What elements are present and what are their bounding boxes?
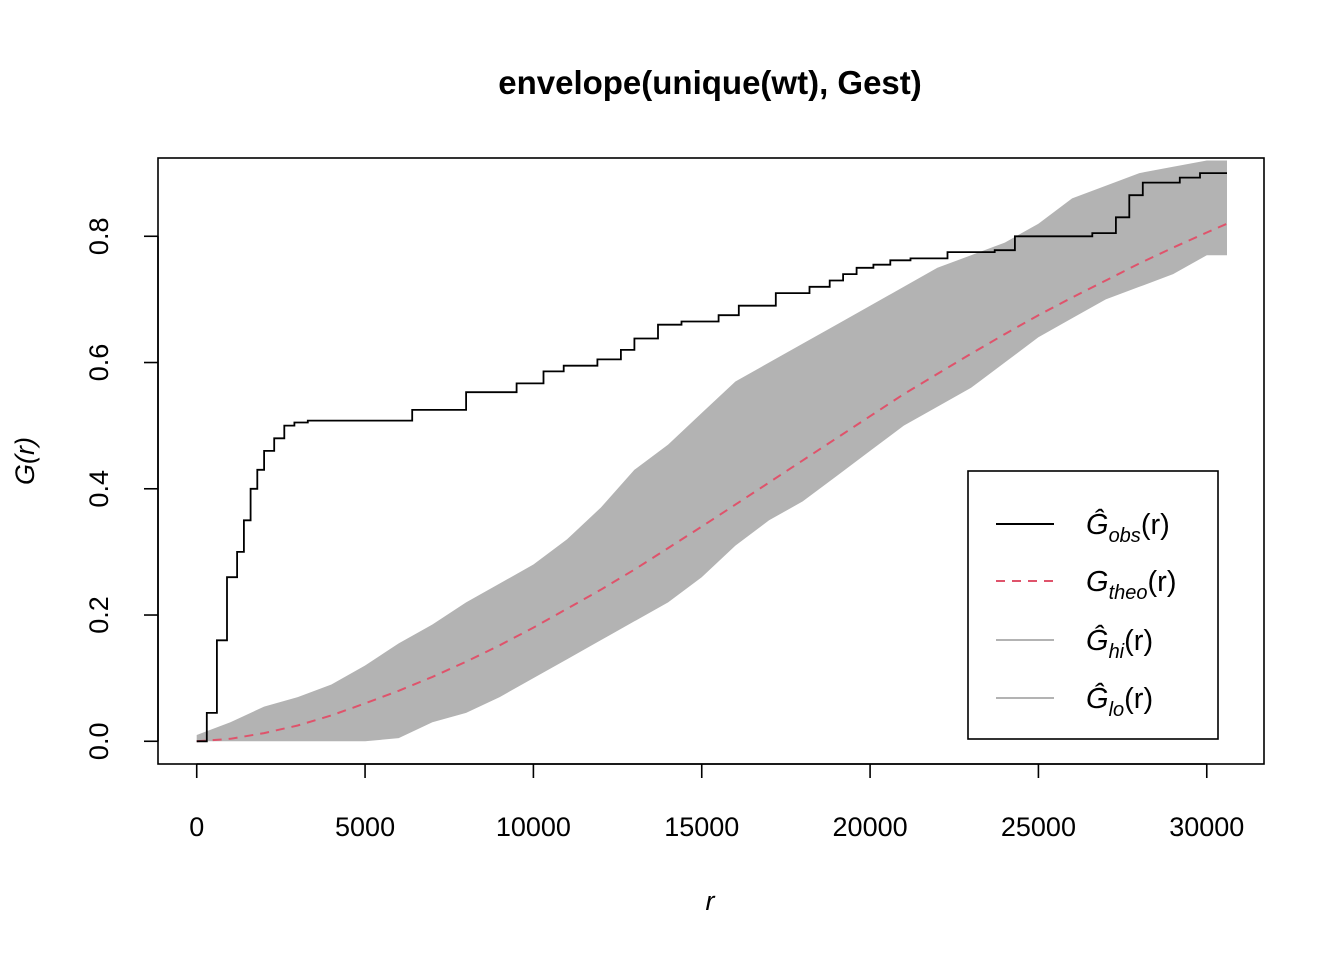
y-tick-label: 0.6 bbox=[84, 344, 114, 382]
legend-arg: (r) bbox=[1124, 625, 1153, 657]
legend-subscript: theo bbox=[1109, 582, 1148, 604]
x-tick-label: 30000 bbox=[1169, 812, 1244, 842]
series-theo-line bbox=[196, 222, 1228, 743]
legend-label-obs: Ĝobs(r) bbox=[1086, 507, 1170, 547]
x-tick-label: 0 bbox=[189, 812, 204, 842]
chart-title: envelope(unique(wt), Gest) bbox=[498, 64, 922, 101]
legend-symbol: Ĝ bbox=[1086, 623, 1109, 657]
legend: Ĝobs(r)Gtheo(r)Ĝhi(r)Ĝlo(r) bbox=[967, 470, 1219, 740]
y-axis: 0.0 0.2 0.4 0.6 0.8 bbox=[84, 218, 159, 761]
y-axis-label-text: G(r) bbox=[10, 437, 40, 485]
x-axis-label: r bbox=[706, 886, 716, 916]
x-tick-label: 5000 bbox=[335, 812, 395, 842]
legend-subscript: hi bbox=[1109, 641, 1125, 663]
x-axis: 0 5000 10000 15000 20000 25000 30000 bbox=[189, 763, 1244, 842]
x-tick-label: 15000 bbox=[664, 812, 739, 842]
x-tick-label: 25000 bbox=[1001, 812, 1076, 842]
series-obs-line bbox=[196, 172, 1227, 743]
legend-subscript: lo bbox=[1109, 699, 1125, 721]
legend-arg: (r) bbox=[1124, 683, 1153, 715]
legend-arg: (r) bbox=[1141, 509, 1170, 541]
x-tick-label: 20000 bbox=[833, 812, 908, 842]
y-axis-label: G(r) bbox=[10, 437, 40, 485]
legend-label-lo: Ĝlo(r) bbox=[1086, 681, 1153, 721]
plot-area bbox=[196, 160, 1228, 743]
x-tick-label: 10000 bbox=[496, 812, 571, 842]
y-tick-label: 0.2 bbox=[84, 596, 114, 634]
legend-symbol: G bbox=[1086, 566, 1109, 598]
legend-symbol: Ĝ bbox=[1086, 507, 1109, 541]
legend-symbol: Ĝ bbox=[1086, 681, 1109, 715]
envelope-band bbox=[196, 160, 1228, 742]
legend-label-theo: Gtheo(r) bbox=[1086, 566, 1176, 604]
y-tick-label: 0.8 bbox=[84, 218, 114, 256]
legend-box bbox=[967, 470, 1219, 740]
y-tick-label: 0.0 bbox=[84, 723, 114, 761]
legend-label-hi: Ĝhi(r) bbox=[1086, 623, 1153, 663]
y-tick-label: 0.4 bbox=[84, 470, 114, 508]
legend-arg: (r) bbox=[1148, 566, 1177, 598]
legend-subscript: obs bbox=[1109, 525, 1141, 547]
